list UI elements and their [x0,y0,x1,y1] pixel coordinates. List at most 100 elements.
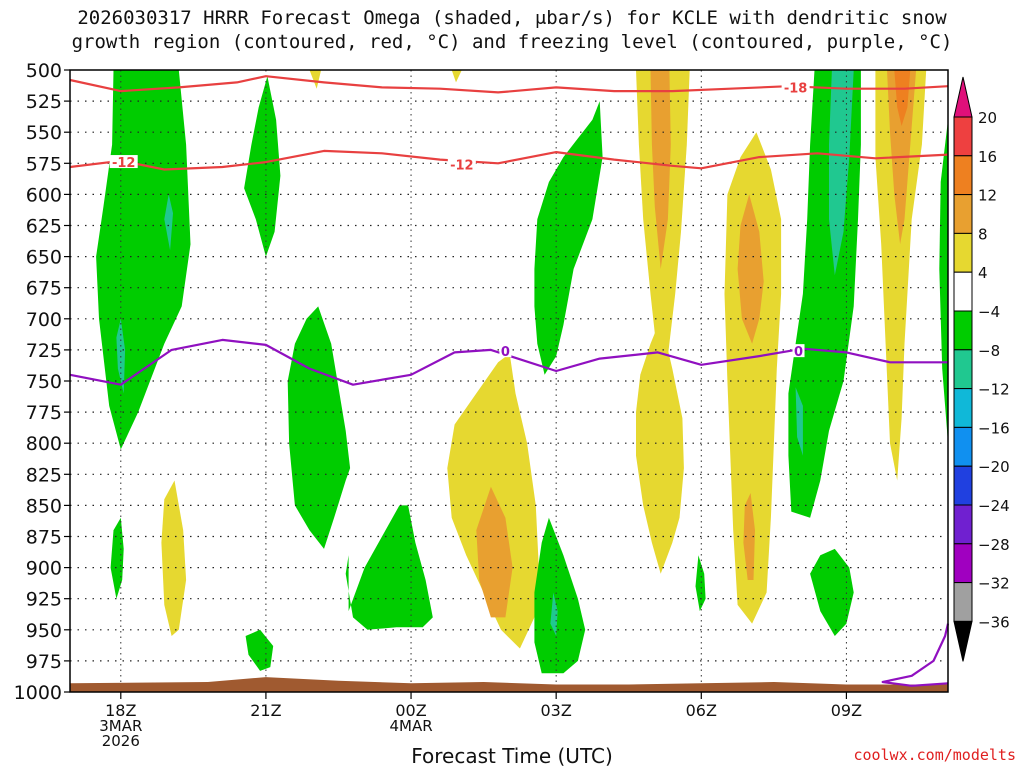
omega-region-6 [245,629,274,671]
y-tick-label-500: 500 [26,60,62,82]
y-tick-label-575: 575 [26,153,62,175]
contour-label-bg-3 [499,344,512,358]
chart-title-line-2: growth region (contoured, red, °C) and f… [71,31,953,53]
x-tick-label-06Z-0: 06Z [686,701,717,720]
omega-region-29 [894,70,911,126]
colorbar-label-11: −28 [978,536,1010,554]
y-tick-label-650: 650 [26,247,62,269]
contour-layer: -18 -12 -12 0 0 [69,75,950,687]
y-tick-label-825: 825 [26,464,62,486]
colorbar-label-5: −4 [978,303,1000,321]
colorbar-over-arrow [953,76,973,118]
x-tick-label-03Z-0: 03Z [541,701,572,720]
colorbar-label-4: 4 [978,264,988,282]
chart-title-line-1: 2026030317 HRRR Forecast Omega (shaded, … [77,7,947,29]
omega-region-21 [737,194,764,344]
contour-label-1: -12 [112,156,136,171]
omega-shading-layer [96,70,948,674]
contour-label-3: 0 [501,345,510,360]
contour-line-1 [69,149,949,171]
terrain-fill [70,677,948,692]
y-tick-label-625: 625 [26,216,62,238]
contour-label-bg-1 [109,155,138,169]
y-tick-label-975: 975 [26,651,62,673]
colorbar-bin-9 [953,465,973,506]
y-tick-label-1000: 1000 [14,682,62,704]
omega-region-30 [939,119,948,444]
y-tick-label-925: 925 [26,589,62,611]
colorbar-label-8: −16 [978,419,1010,437]
omega-region-13 [534,101,603,375]
y-tick-label-600: 600 [26,184,62,206]
colorbar-bin-7 [953,388,973,428]
omega-region-5 [345,505,433,630]
omega-region-1 [164,194,173,251]
omega-region-19 [695,555,706,612]
y-tick-label-775: 775 [26,402,62,424]
colorbar-bin-1 [953,155,973,196]
omega-region-18 [636,318,684,574]
colorbar-bin-10 [953,504,973,545]
x-axis-title: Forecast Time (UTC) [411,744,613,768]
y-tick-label-550: 550 [26,122,62,144]
omega-region-12 [476,486,513,618]
chart-title: 2026030317 HRRR Forecast Omega (shaded, … [0,6,1024,54]
omega-region-24 [829,70,854,276]
colorbar-label-13: −36 [978,613,1010,631]
omega-region-22 [743,493,755,580]
y-tick-label-525: 525 [26,91,62,113]
x-tick-label-09Z-0: 09Z [831,701,862,720]
omega-region-25 [795,387,803,456]
omega-region-3 [244,76,281,257]
contour-line-5 [881,623,950,687]
x-tick-label-18Z-1: 3MAR [99,717,142,735]
contour-label-0: -18 [784,81,808,96]
y-tick-label-675: 675 [26,278,62,300]
colorbar-label-7: −12 [978,381,1010,399]
omega-region-8 [110,517,124,599]
x-tick-label-21Z-0: 21Z [250,701,281,720]
colorbar-label-2: 12 [978,187,997,205]
colorbar-bin-4 [953,271,973,312]
contour-label-bg-2 [447,157,476,171]
x-tick-label-18Z-0: 18Z [105,701,136,720]
y-tick-label-700: 700 [26,309,62,331]
colorbar-bin-11 [953,543,973,584]
omega-region-17 [650,70,671,269]
omega-region-10 [451,70,462,83]
source-credit: coolwx.com/modelts [853,746,1016,764]
contour-label-4: 0 [794,345,803,360]
y-tick-label-950: 950 [26,620,62,642]
y-tick-label-900: 900 [26,558,62,580]
omega-region-14 [534,517,586,674]
colorbar-bin-8 [953,426,973,467]
colorbar-label-6: −8 [978,342,1000,360]
y-tick-label-875: 875 [26,527,62,549]
colorbar-bin-2 [953,194,973,234]
colorbar-label-0: 20 [978,109,997,127]
omega-region-0 [96,70,191,450]
contour-label-bg-4 [792,344,805,358]
x-tick-label-00Z-0: 00Z [395,701,426,720]
y-axis: 500 525 550 575 600 625 650 675 700 725 750 775 800 8… [14,60,70,704]
omega-region-27 [875,70,927,481]
y-tick-label-800: 800 [26,433,62,455]
omega-region-26 [810,548,854,636]
x-tick-label-18Z-2: 2026 [102,732,140,750]
colorbar-label-3: 8 [978,225,988,243]
colorbar-label-12: −32 [978,575,1010,593]
omega-region-9 [309,70,322,89]
colorbar-label-10: −24 [978,497,1010,515]
colorbar-bin-12 [953,582,973,622]
omega-region-4 [287,306,351,549]
x-tick-label-00Z-1: 4MAR [389,717,432,735]
grid-layer [70,70,948,692]
terrain-layer [70,677,948,692]
colorbar-bin-5 [953,310,973,351]
colorbar-bin-3 [953,232,973,273]
colorbar-label-9: −20 [978,458,1010,476]
y-tick-label-750: 750 [26,371,62,393]
colorbar-under-arrow [953,620,973,662]
